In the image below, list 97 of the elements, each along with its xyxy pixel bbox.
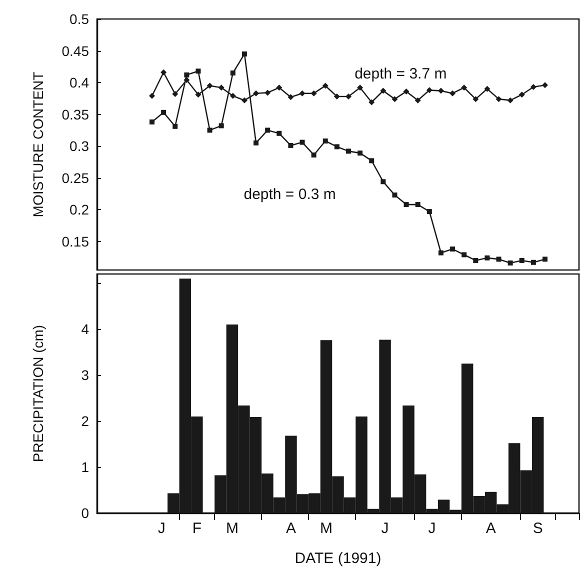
point (254, 140, 259, 146)
x-axis-title: DATE (1991) (294, 550, 382, 567)
point (288, 142, 294, 148)
point (518, 92, 525, 98)
y-tick-label: 0.45 (62, 42, 90, 59)
point (334, 144, 340, 150)
y-tick-label: 0.3 (70, 138, 90, 154)
point (508, 260, 513, 266)
point (404, 202, 409, 208)
point (380, 179, 386, 184)
point (184, 72, 190, 78)
point (195, 92, 202, 98)
point (196, 68, 201, 74)
y-axis-title: MOISTURE CONTENT (30, 71, 46, 218)
point (484, 255, 490, 260)
y-tick-label: 0.35 (62, 106, 90, 122)
x-tick-label: J (428, 520, 436, 537)
annotation: depth = 3.7 m (354, 66, 447, 83)
point (519, 258, 524, 263)
point (507, 97, 514, 104)
point (496, 96, 502, 102)
y-tick-label: 0.25 (62, 170, 90, 186)
x-tick-label: F (192, 520, 202, 537)
point (172, 90, 178, 97)
point (542, 256, 548, 262)
point (334, 94, 340, 100)
point (472, 96, 479, 102)
point (276, 130, 282, 136)
y-tick-label: 0.4 (70, 74, 90, 91)
x-tick-label: M (226, 520, 238, 537)
point (357, 84, 364, 91)
point (322, 82, 328, 89)
point (438, 88, 444, 94)
point (300, 140, 305, 145)
point (414, 97, 421, 104)
point (230, 92, 236, 99)
point (322, 138, 328, 144)
x-tick-label: M (320, 520, 332, 537)
point (415, 202, 420, 208)
point (230, 70, 236, 76)
point (160, 69, 167, 76)
point (392, 192, 398, 198)
point (149, 92, 155, 99)
point (150, 119, 154, 124)
point (461, 84, 468, 91)
point (311, 152, 316, 158)
point (161, 110, 166, 115)
point (253, 90, 260, 96)
point (207, 128, 212, 133)
y-tick-label: 0 (81, 505, 90, 521)
point (265, 128, 270, 133)
y-tick-label: 0.2 (70, 202, 90, 218)
x-tick-label: S (532, 520, 543, 537)
point (346, 148, 351, 154)
point (368, 99, 375, 106)
point (276, 84, 282, 91)
point (184, 77, 190, 84)
point (172, 124, 178, 129)
y-axis-title: PRECIPITATION (cm) (30, 324, 46, 462)
point (218, 84, 224, 91)
x-tick-label: J (381, 520, 389, 537)
y-tick-label: 4 (81, 321, 90, 338)
point (358, 150, 363, 156)
point (496, 256, 502, 262)
point (426, 87, 432, 94)
point (392, 96, 398, 102)
point (530, 260, 536, 265)
x-tick-label: A (486, 520, 496, 537)
y-tick-label: 2 (81, 413, 90, 430)
point (288, 94, 294, 100)
point (369, 158, 374, 164)
point (310, 90, 317, 96)
point (542, 82, 548, 88)
point (426, 209, 432, 214)
point (438, 250, 444, 256)
y-tick-label: 3 (81, 367, 90, 384)
point (473, 258, 478, 263)
y-tick-label: 0.15 (62, 233, 90, 250)
y-tick-label: 0.5 (70, 11, 90, 27)
point (450, 246, 456, 252)
point (484, 86, 490, 92)
point (241, 97, 248, 104)
x-tick-label: J (158, 520, 166, 537)
y-tick-label: 1 (81, 459, 90, 476)
point (264, 90, 271, 96)
point (403, 88, 410, 94)
point (206, 82, 213, 89)
point (242, 51, 247, 56)
point (218, 123, 224, 128)
point (450, 90, 456, 96)
point (346, 94, 352, 100)
point (462, 252, 467, 258)
point (299, 90, 306, 96)
x-tick-label: A (286, 520, 296, 537)
point (530, 84, 536, 90)
annotation: depth = 0.3 m (244, 186, 336, 204)
point (380, 88, 386, 94)
